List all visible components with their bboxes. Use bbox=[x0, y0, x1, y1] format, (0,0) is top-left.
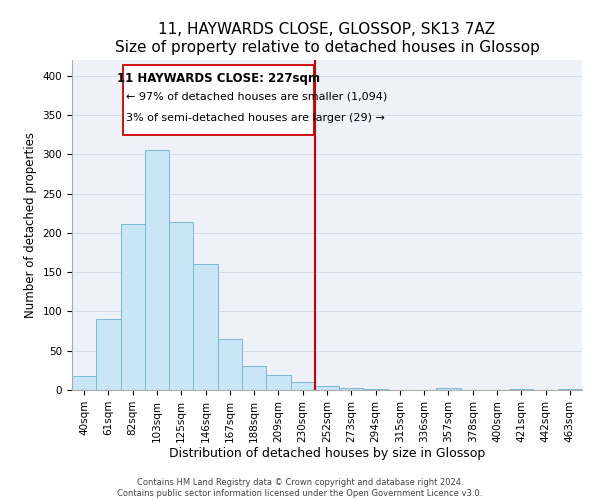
Text: Contains HM Land Registry data © Crown copyright and database right 2024.
Contai: Contains HM Land Registry data © Crown c… bbox=[118, 478, 482, 498]
Text: ← 97% of detached houses are smaller (1,094): ← 97% of detached houses are smaller (1,… bbox=[126, 92, 387, 102]
X-axis label: Distribution of detached houses by size in Glossop: Distribution of detached houses by size … bbox=[169, 448, 485, 460]
Bar bbox=[509, 389, 533, 390]
Bar bbox=[96, 320, 121, 390]
Text: 3% of semi-detached houses are larger (29) →: 3% of semi-detached houses are larger (2… bbox=[126, 114, 385, 124]
Bar bbox=[558, 389, 582, 390]
Bar bbox=[242, 366, 266, 390]
Bar bbox=[218, 339, 242, 390]
Bar bbox=[145, 150, 169, 390]
Bar bbox=[193, 264, 218, 390]
Title: 11, HAYWARDS CLOSE, GLOSSOP, SK13 7AZ
Size of property relative to detached hous: 11, HAYWARDS CLOSE, GLOSSOP, SK13 7AZ Si… bbox=[115, 22, 539, 54]
Bar bbox=[364, 389, 388, 390]
Bar bbox=[266, 375, 290, 390]
Bar bbox=[339, 388, 364, 390]
Y-axis label: Number of detached properties: Number of detached properties bbox=[24, 132, 37, 318]
Bar bbox=[290, 382, 315, 390]
Bar bbox=[436, 388, 461, 390]
Bar bbox=[315, 386, 339, 390]
FancyBboxPatch shape bbox=[123, 66, 314, 134]
Bar bbox=[121, 224, 145, 390]
Bar bbox=[169, 222, 193, 390]
Bar bbox=[72, 376, 96, 390]
Text: 11 HAYWARDS CLOSE: 227sqm: 11 HAYWARDS CLOSE: 227sqm bbox=[117, 72, 320, 85]
